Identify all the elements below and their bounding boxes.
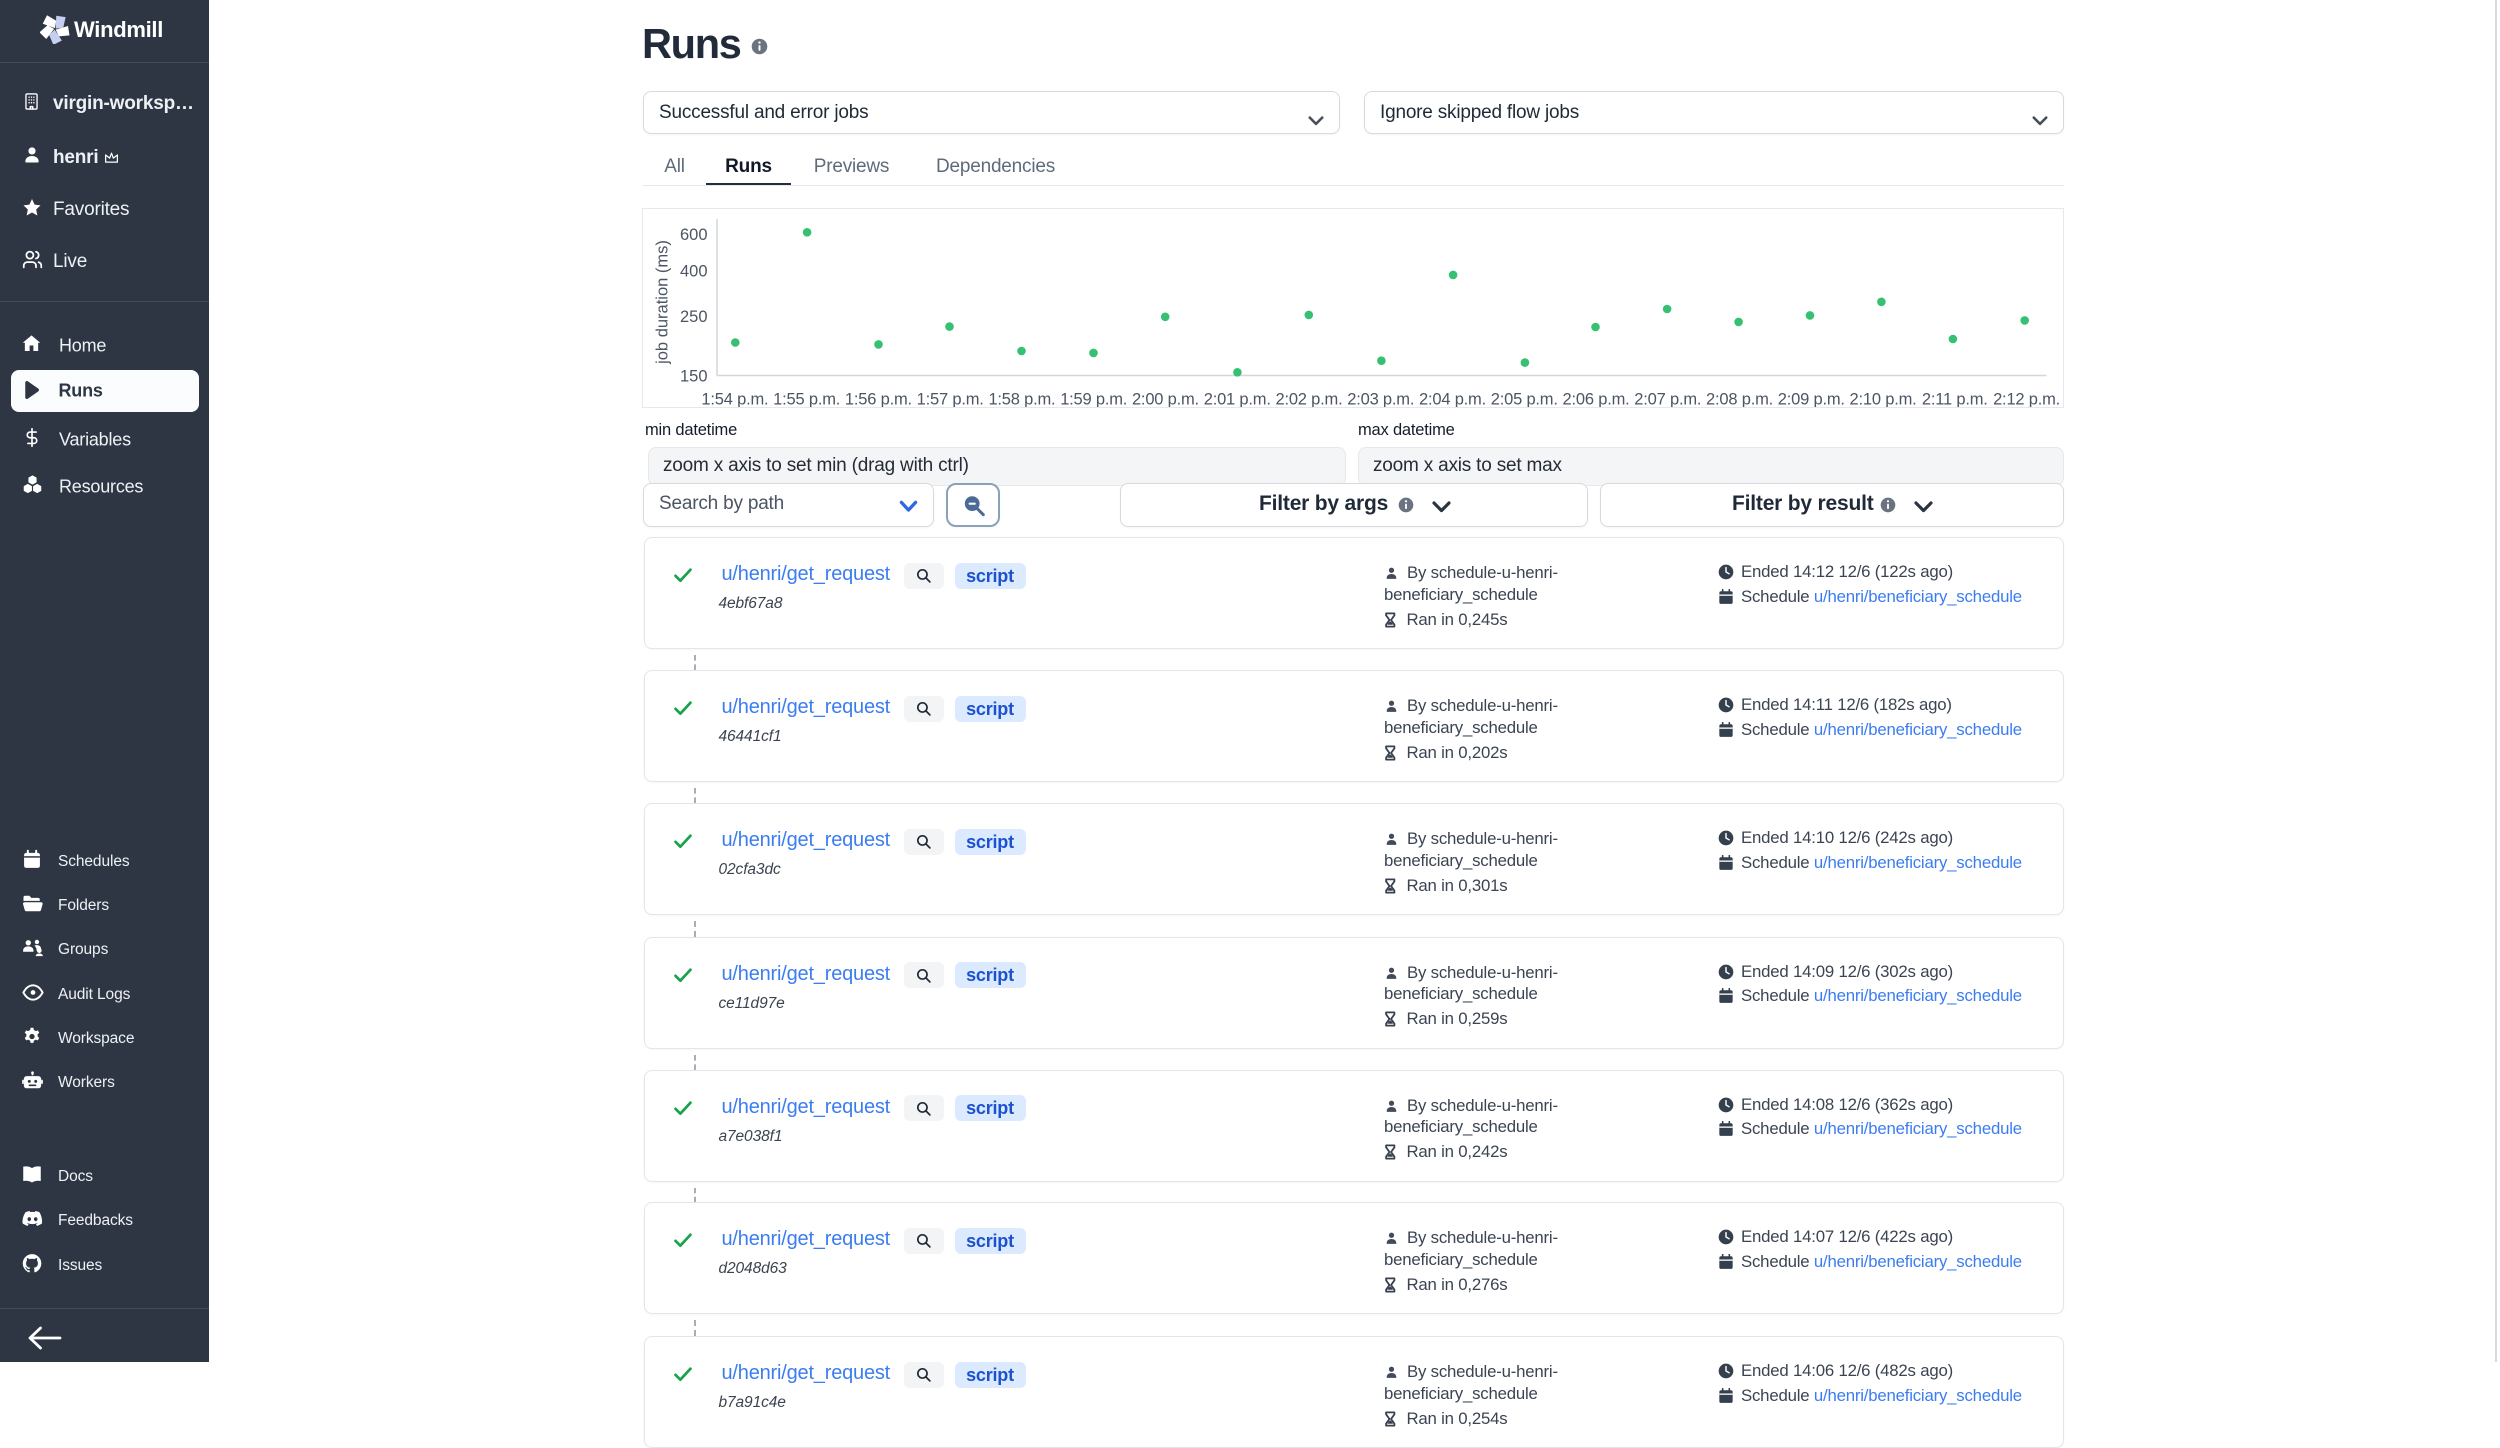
svg-text:2:00 p.m.: 2:00 p.m. xyxy=(1131,391,1198,408)
svg-text:2:07 p.m.: 2:07 p.m. xyxy=(1634,391,1701,408)
svg-text:2:01 p.m.: 2:01 p.m. xyxy=(1203,391,1270,408)
svg-text:1:58 p.m.: 1:58 p.m. xyxy=(988,391,1055,408)
svg-text:2:05 p.m.: 2:05 p.m. xyxy=(1490,391,1557,408)
svg-text:2:09 p.m.: 2:09 p.m. xyxy=(1777,391,1844,408)
svg-text:1:57 p.m.: 1:57 p.m. xyxy=(916,391,983,408)
svg-text:2:06 p.m.: 2:06 p.m. xyxy=(1562,391,1629,408)
svg-text:600: 600 xyxy=(679,226,707,244)
svg-text:1:55 p.m.: 1:55 p.m. xyxy=(773,391,840,408)
svg-text:250: 250 xyxy=(679,308,707,326)
svg-text:2:02 p.m.: 2:02 p.m. xyxy=(1275,391,1342,408)
svg-text:2:03 p.m.: 2:03 p.m. xyxy=(1347,391,1414,408)
svg-text:2:10 p.m.: 2:10 p.m. xyxy=(1849,391,1916,408)
svg-text:2:04 p.m.: 2:04 p.m. xyxy=(1419,391,1486,408)
svg-text:2:11 p.m.: 2:11 p.m. xyxy=(1921,391,1987,408)
svg-text:1:54 p.m.: 1:54 p.m. xyxy=(701,391,768,408)
svg-text:1:59 p.m.: 1:59 p.m. xyxy=(1060,391,1127,408)
svg-text:400: 400 xyxy=(679,263,707,281)
svg-text:150: 150 xyxy=(679,367,707,385)
svg-text:1:56 p.m.: 1:56 p.m. xyxy=(844,391,911,408)
svg-text:2:08 p.m.: 2:08 p.m. xyxy=(1706,391,1773,408)
svg-text:job duration (ms): job duration (ms) xyxy=(653,240,671,365)
svg-text:2:12 p.m.: 2:12 p.m. xyxy=(1993,391,2060,408)
